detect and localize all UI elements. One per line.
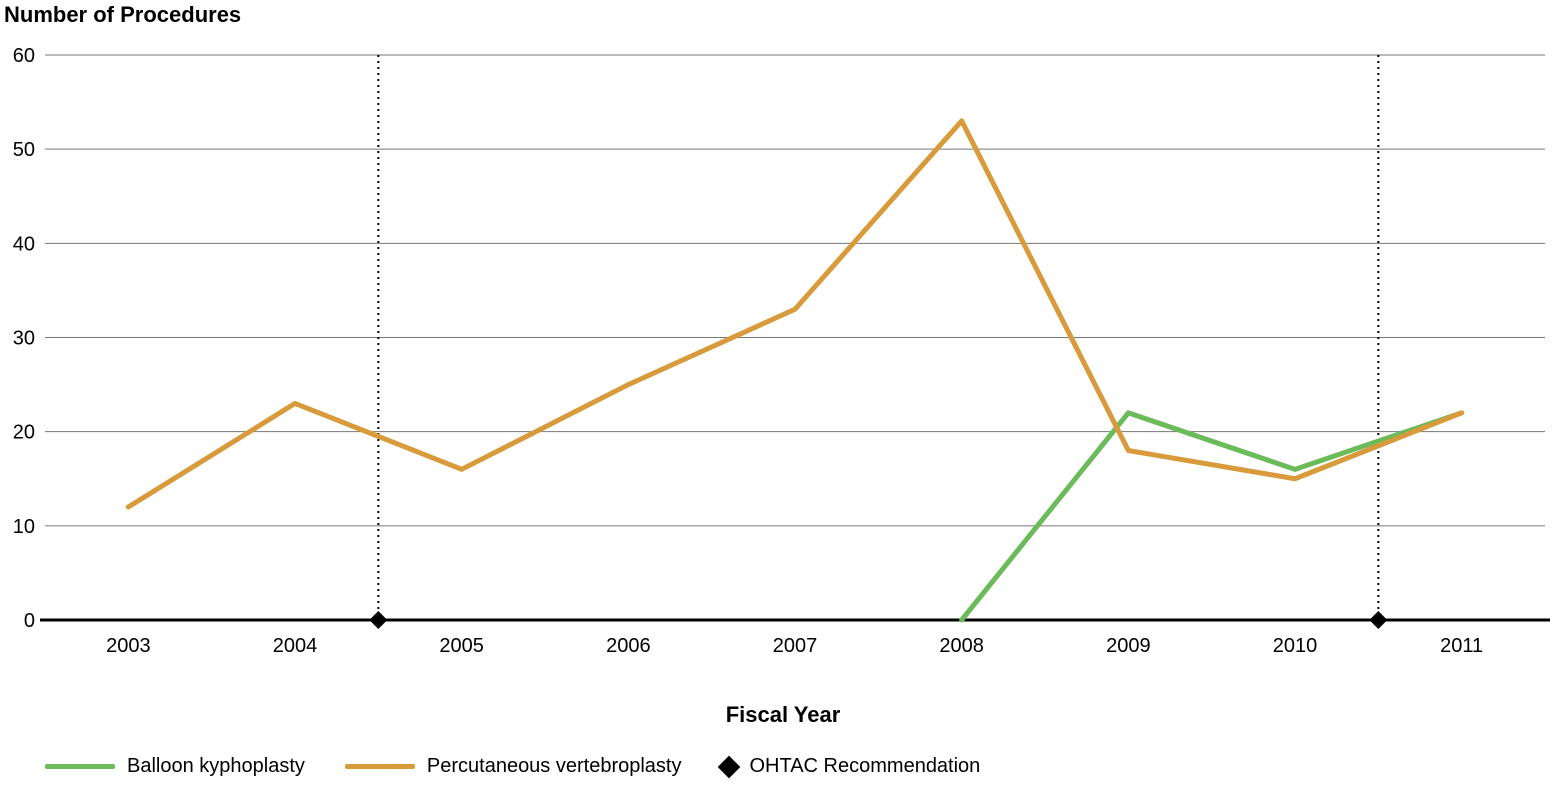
svg-text:20: 20: [13, 422, 35, 444]
svg-text:2009: 2009: [1106, 635, 1151, 657]
svg-text:0: 0: [24, 610, 35, 632]
svg-text:30: 30: [13, 328, 35, 350]
legend-label-ohtac: OHTAC Recommendation: [749, 755, 980, 778]
svg-text:2005: 2005: [439, 635, 484, 657]
legend-label-balloon: Balloon kyphoplasty: [127, 755, 305, 778]
legend-swatch-balloon: [45, 764, 115, 769]
legend-item-ohtac: OHTAC Recommendation: [721, 755, 980, 778]
svg-text:2010: 2010: [1273, 635, 1318, 657]
legend-swatch-vertebroplasty: [345, 764, 415, 769]
legend-swatch-ohtac: [718, 755, 741, 778]
svg-text:2007: 2007: [773, 635, 818, 657]
svg-text:50: 50: [13, 139, 35, 161]
svg-text:2003: 2003: [106, 635, 151, 657]
svg-text:2008: 2008: [939, 635, 984, 657]
legend: Balloon kyphoplasty Percutaneous vertebr…: [45, 755, 980, 778]
svg-text:2006: 2006: [606, 635, 651, 657]
legend-item-vertebroplasty: Percutaneous vertebroplasty: [345, 755, 682, 778]
x-axis-title: Fiscal Year: [0, 702, 1566, 728]
svg-text:40: 40: [13, 233, 35, 255]
legend-item-balloon: Balloon kyphoplasty: [45, 755, 305, 778]
svg-text:60: 60: [13, 45, 35, 67]
svg-text:2004: 2004: [273, 635, 318, 657]
legend-label-vertebroplasty: Percutaneous vertebroplasty: [427, 755, 682, 778]
chart-svg: 0 10 20 30 40 50 60 2003 2004 2005 2006 2007 2008 200…: [0, 0, 1566, 680]
chart-container: Number of Procedures 0102030405060200320…: [0, 0, 1566, 795]
svg-text:2011: 2011: [1440, 635, 1483, 657]
svg-text:10: 10: [13, 516, 35, 538]
